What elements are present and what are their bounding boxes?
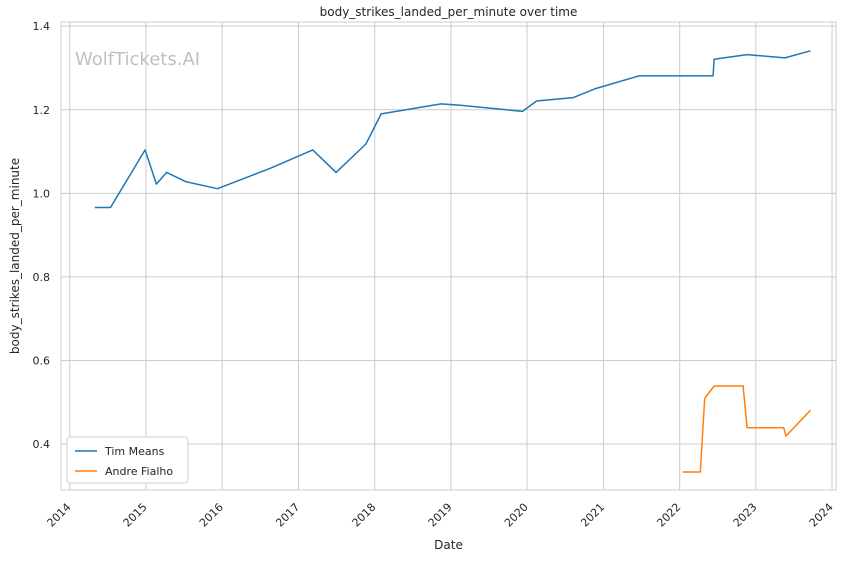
x-tick-label: 2022 — [654, 501, 683, 530]
series-layer — [94, 50, 812, 473]
y-axis: 0.4 0.6 0.8 1.0 1.2 1.4 — [33, 20, 51, 451]
y-tick-label: 1.0 — [33, 187, 51, 200]
x-tick-label: 2018 — [350, 501, 379, 530]
x-tick-label: 2020 — [502, 501, 531, 530]
x-axis: 2014 2015 2016 2017 2018 2019 2020 2021 2022 2023… — [45, 501, 836, 530]
grid — [61, 22, 836, 490]
legend: Tim Means Andre Fialho — [66, 436, 189, 484]
x-tick-label: 2016 — [197, 501, 226, 530]
y-axis-label: body_strikes_landed_per_minute — [8, 158, 22, 354]
x-tick-label: 2017 — [273, 501, 302, 530]
series-line-0 — [94, 50, 811, 209]
legend-label-1: Andre Fialho — [105, 465, 173, 478]
x-tick-label: 2024 — [807, 501, 836, 530]
plot-frame — [60, 21, 837, 491]
x-axis-label: Date — [434, 538, 463, 552]
legend-label-0: Tim Means — [104, 445, 165, 458]
chart-title: body_strikes_landed_per_minute over time — [320, 5, 578, 19]
y-tick-label: 0.8 — [33, 271, 51, 284]
x-tick-label: 2021 — [578, 501, 607, 530]
y-tick-label: 1.2 — [33, 104, 51, 117]
y-tick-label: 0.4 — [33, 438, 51, 451]
x-tick-label: 2015 — [121, 501, 150, 530]
series-line-1 — [682, 385, 812, 473]
legend-box — [66, 436, 189, 484]
x-tick-label: 2019 — [426, 501, 455, 530]
watermark: WolfTickets.AI — [75, 49, 200, 70]
y-tick-label: 0.6 — [33, 354, 51, 367]
y-tick-label: 1.4 — [33, 20, 51, 33]
x-tick-label: 2014 — [45, 501, 74, 530]
x-tick-label: 2023 — [731, 501, 760, 530]
